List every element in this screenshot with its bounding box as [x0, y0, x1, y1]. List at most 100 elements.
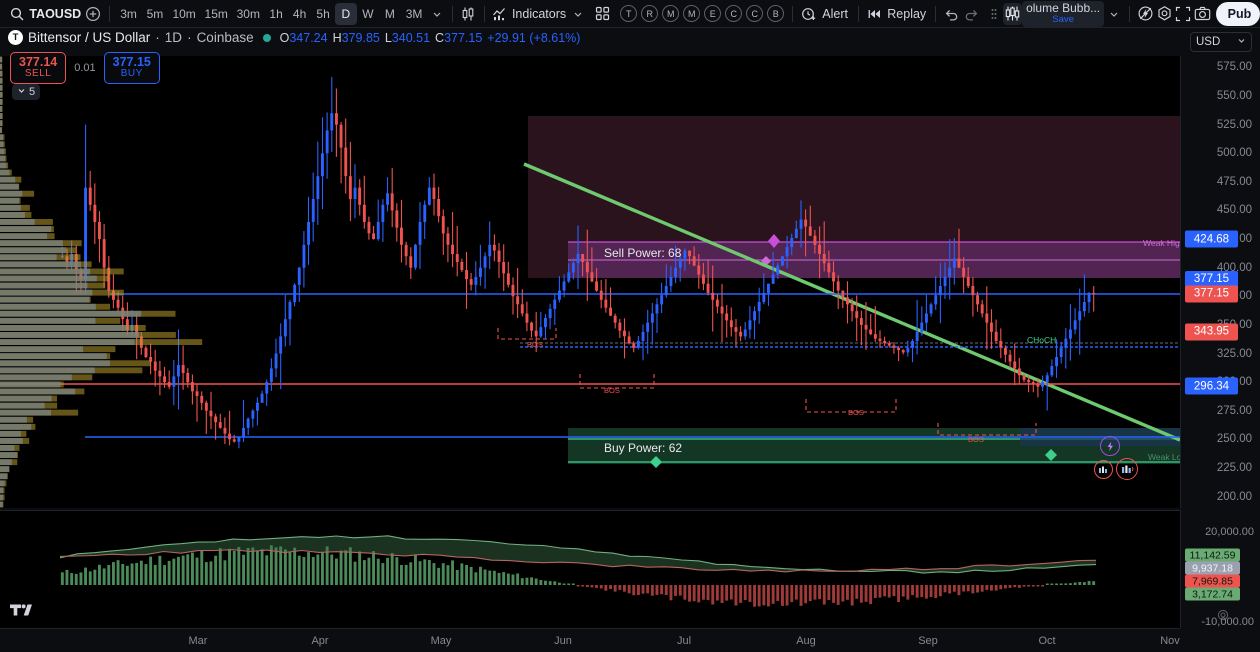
quantity-value: 5: [29, 86, 36, 98]
grid-templates-icon[interactable]: [593, 3, 612, 25]
time-scale[interactable]: Mar Apr May Jun Jul Aug Sep Oct Nov: [0, 628, 1180, 652]
indicator-chip-c1[interactable]: C: [725, 5, 743, 22]
sell-button[interactable]: 377.14 SELL: [10, 52, 67, 84]
currency-value: USD: [1196, 36, 1221, 48]
toolbar-divider: [1129, 5, 1130, 22]
fullscreen-icon[interactable]: [1174, 3, 1193, 25]
chevron-down-icon[interactable]: [17, 86, 26, 98]
interval-label: 1h: [269, 6, 283, 21]
redo-icon[interactable]: [961, 3, 980, 25]
alarm-clock-plus-icon[interactable]: [799, 3, 818, 25]
interval-3m[interactable]: 3m: [115, 3, 141, 25]
alert-button[interactable]: Alert: [818, 3, 852, 25]
indicator-value-badge[interactable]: 3,172.74: [1185, 587, 1240, 601]
chart-svg: [0, 56, 1180, 508]
price-tick: 550.00: [1216, 90, 1252, 103]
indicator-tick: -10,000.00: [1201, 616, 1254, 628]
price-scale[interactable]: 575.00550.00525.00500.00475.00450.00425.…: [1180, 56, 1260, 508]
mid-level[interactable]: 343.95: [1185, 323, 1238, 341]
chip-label: C: [730, 8, 738, 19]
quantity-stepper[interactable]: 5: [12, 84, 41, 100]
gear-icon[interactable]: [1217, 608, 1229, 626]
price-tick: 325.00: [1216, 347, 1252, 360]
layout-save-link[interactable]: Save: [1052, 14, 1074, 25]
support-level[interactable]: 296.34: [1185, 377, 1238, 395]
gear-hex-icon[interactable]: [1155, 3, 1174, 25]
buy-button[interactable]: 377.15 BUY: [103, 52, 160, 84]
indicator-svg: [0, 511, 1180, 628]
interval-30m[interactable]: 30m: [232, 3, 264, 25]
symbol-button[interactable]: TAOUSD: [27, 3, 84, 25]
indicator-scale[interactable]: 20,000.00 -10,000.00 11,142.59 9,937.18 7,9…: [1180, 510, 1260, 628]
candlestick-series: [60, 77, 1096, 449]
time-tick: Jun: [554, 635, 572, 647]
interval-15m[interactable]: 15m: [200, 3, 232, 25]
indicator-chip-m2[interactable]: M: [683, 5, 701, 22]
tradingview-logo-icon[interactable]: [10, 602, 36, 620]
logo-letter: T: [12, 32, 19, 43]
ohlc-o-value: 347.24: [289, 30, 328, 45]
indicator-value-badge[interactable]: 9,937.18: [1185, 561, 1240, 575]
legend-exchange[interactable]: Coinbase: [196, 30, 254, 45]
replay-button[interactable]: Replay: [884, 3, 930, 25]
flash-alert-icon[interactable]: [1100, 436, 1120, 456]
price-tick: 475.00: [1216, 175, 1252, 188]
legend-interval[interactable]: 1D: [164, 30, 183, 45]
weak-low-label: Weak Low: [1148, 452, 1180, 462]
interval-w[interactable]: W: [357, 3, 379, 25]
alert-red-icon-1[interactable]: [1094, 460, 1113, 479]
indicators-icon[interactable]: [491, 3, 510, 25]
flash-slash-icon[interactable]: [1136, 3, 1155, 25]
interval-label: 5m: [146, 6, 164, 21]
candlestick-icon[interactable]: [459, 3, 478, 25]
search-icon[interactable]: [8, 3, 27, 25]
drag-dots-icon[interactable]: [984, 3, 1003, 25]
alert-red-icon-2[interactable]: [1116, 458, 1138, 480]
volume-profile: [0, 56, 203, 508]
interval-1h[interactable]: 1h: [264, 3, 288, 25]
price-chart-canvas[interactable]: Sell Power: 68 Buy Power: 62 Weak High W…: [0, 56, 1180, 508]
interval-5m[interactable]: 5m: [142, 3, 168, 25]
interval-3M[interactable]: 3M: [401, 3, 427, 25]
indicators-button[interactable]: Indicators: [510, 3, 569, 25]
interval-d[interactable]: D: [334, 2, 357, 25]
symbol-name[interactable]: Bittensor / US Dollar: [28, 30, 151, 45]
camera-icon[interactable]: [1193, 3, 1212, 25]
indicator-chip-c2[interactable]: C: [746, 5, 764, 22]
indicator-value-badge[interactable]: 11,142.59: [1185, 548, 1240, 562]
interval-m[interactable]: M: [379, 3, 401, 25]
price-tick: 200.00: [1216, 490, 1252, 503]
last-price[interactable]: 377.15: [1185, 285, 1238, 303]
ohlc-values: O347.24 H379.85 L340.51 C377.15 +29.91 (…: [280, 31, 581, 45]
layout-candles-icon[interactable]: [1003, 2, 1023, 25]
badge-price: 377.15: [1193, 272, 1230, 285]
chip-label: M: [667, 8, 675, 19]
plus-circle-icon[interactable]: [84, 3, 103, 25]
interval-4h[interactable]: 4h: [288, 3, 312, 25]
chevron-down-icon[interactable]: [427, 3, 446, 25]
symbol-label: TAOUSD: [29, 6, 82, 21]
chevron-down-icon[interactable]: [568, 3, 587, 25]
indicator-chip-m1[interactable]: M: [662, 5, 680, 22]
chip-label: M: [688, 8, 696, 19]
publish-button[interactable]: Pub: [1215, 1, 1260, 26]
chip-label: E: [709, 8, 716, 19]
interval-10m[interactable]: 10m: [168, 3, 200, 25]
interval-5h[interactable]: 5h: [311, 3, 335, 25]
indicator-chip-b[interactable]: B: [767, 5, 785, 22]
resistance-level[interactable]: 424.68: [1185, 230, 1238, 248]
ohlc-o-key: O: [279, 30, 290, 45]
indicator-value-badge[interactable]: 7,969.85: [1185, 574, 1240, 588]
undo-icon[interactable]: [942, 3, 961, 25]
sell-label: SELL: [24, 68, 52, 79]
volume-oscillator-pane[interactable]: [0, 510, 1180, 628]
indicator-chip-t[interactable]: T: [620, 5, 638, 22]
currency-select[interactable]: USD: [1190, 32, 1252, 52]
layout-name-chip[interactable]: olume Bubb... Save: [1022, 0, 1105, 27]
chevron-down-icon[interactable]: [1104, 3, 1123, 25]
indicator-chip-r[interactable]: R: [641, 5, 659, 22]
replay-icon[interactable]: [865, 3, 884, 25]
indicator-chip-e[interactable]: E: [704, 5, 722, 22]
price-tick: 450.00: [1216, 204, 1252, 217]
